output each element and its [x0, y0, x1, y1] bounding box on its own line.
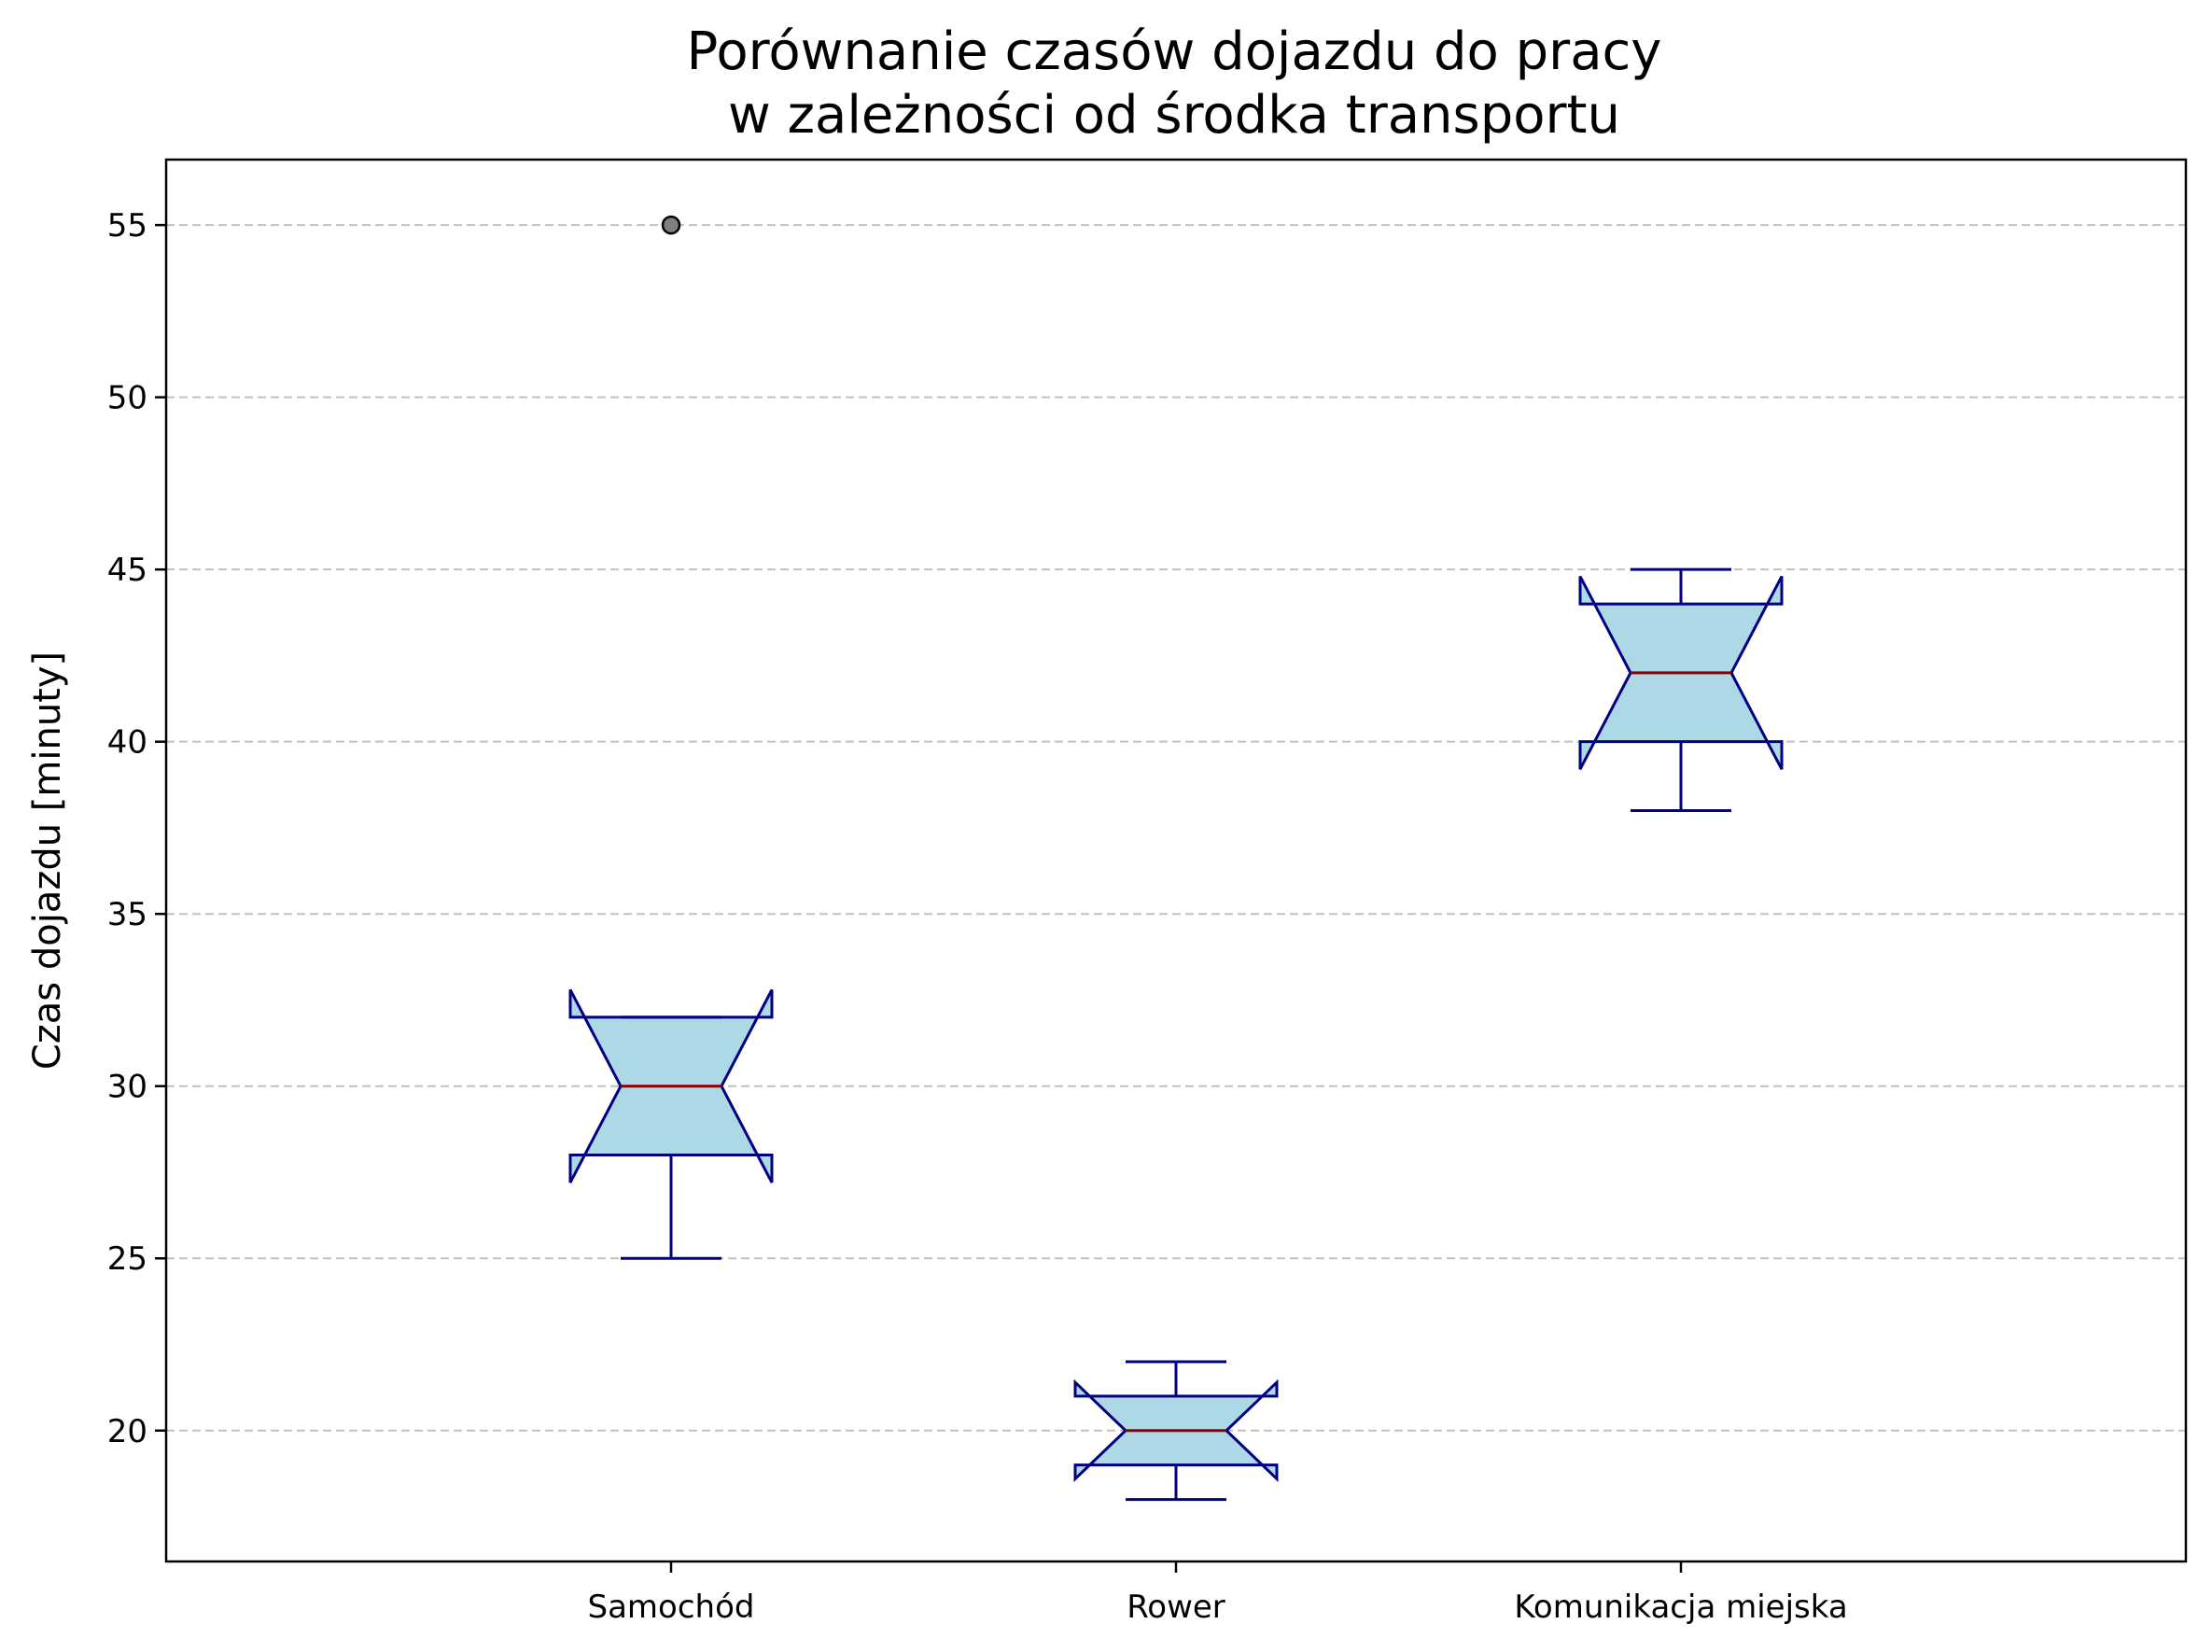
- y-tick-label: 30: [107, 1069, 147, 1106]
- grid-lines: [166, 224, 2186, 1432]
- y-tick-label: 40: [107, 724, 147, 762]
- x-axis: Samochód Rower Komunikacja miejska: [588, 1561, 1848, 1626]
- chart-title-line-1: Porównanie czasów dojazdu do pracy: [687, 21, 1662, 82]
- y-axis: 20 25 30 35 40 45 50 55: [107, 207, 166, 1450]
- outlier-point: [661, 215, 681, 235]
- y-tick-label: 20: [107, 1413, 147, 1450]
- y-tick-label: 50: [107, 380, 147, 417]
- y-axis-label: Czas dojazdu [minuty]: [26, 651, 69, 1070]
- y-tick-label: 25: [107, 1240, 147, 1278]
- x-tick-label: Komunikacja miejska: [1514, 1589, 1847, 1626]
- plot-frame: [164, 158, 2188, 1563]
- x-tick-label: Rower: [1127, 1589, 1225, 1626]
- chart-title-line-2: w zależności od środka transportu: [728, 85, 1620, 146]
- y-tick-label: 35: [107, 896, 147, 933]
- box-group: [568, 215, 1784, 1502]
- y-tick-label: 45: [107, 552, 147, 589]
- y-tick-label: 55: [107, 207, 147, 245]
- x-tick-label: Samochód: [588, 1589, 755, 1626]
